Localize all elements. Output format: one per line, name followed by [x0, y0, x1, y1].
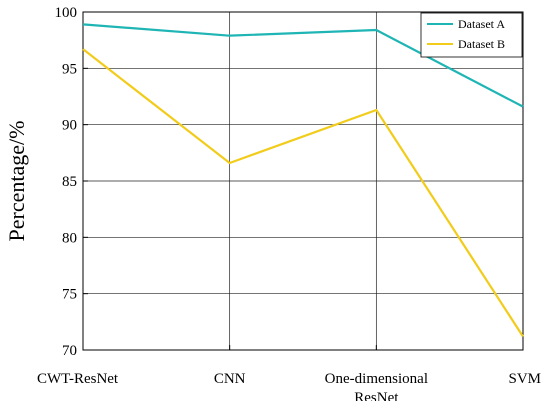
y-tick-label: 95 [62, 61, 77, 77]
y-tick-label: 70 [62, 343, 77, 359]
y-tick-label: 90 [62, 118, 77, 134]
grid-lines [82, 11, 524, 351]
x-tick-label-line: One-dimensional [325, 371, 428, 387]
x-tick-label: CWT-ResNet [37, 371, 119, 387]
x-tick-label-line: CWT-ResNet [37, 371, 119, 387]
y-axis-ticks: 70 75 80 85 90 95 100 [55, 5, 88, 359]
legend-label: Dataset A [458, 17, 505, 31]
series-line-dataset-a [82, 23, 524, 108]
x-tick-label-line: CNN [214, 371, 246, 387]
y-tick-label: 75 [62, 287, 77, 303]
series-line-dataset-b [82, 48, 524, 338]
legend-box [420, 12, 523, 58]
y-axis-label: Percentage/% [4, 121, 29, 242]
y-tick-label: 80 [62, 230, 77, 246]
x-axis-ticks: CWT-ResNet CNN One-dimensional ResNet SVM [37, 345, 541, 401]
y-tick-label: 100 [55, 5, 78, 21]
x-tick-label-line: ResNet [354, 390, 399, 401]
legend-label: Dataset B [458, 37, 505, 51]
x-tick-label: SVM [508, 371, 541, 387]
x-tick-label: One-dimensional ResNet [325, 371, 428, 401]
series-lines [82, 23, 524, 338]
y-tick-label: 85 [62, 174, 77, 190]
x-tick-label: CNN [214, 371, 246, 387]
x-tick-label-line: SVM [508, 371, 541, 387]
legend: Dataset A Dataset B [420, 12, 523, 58]
